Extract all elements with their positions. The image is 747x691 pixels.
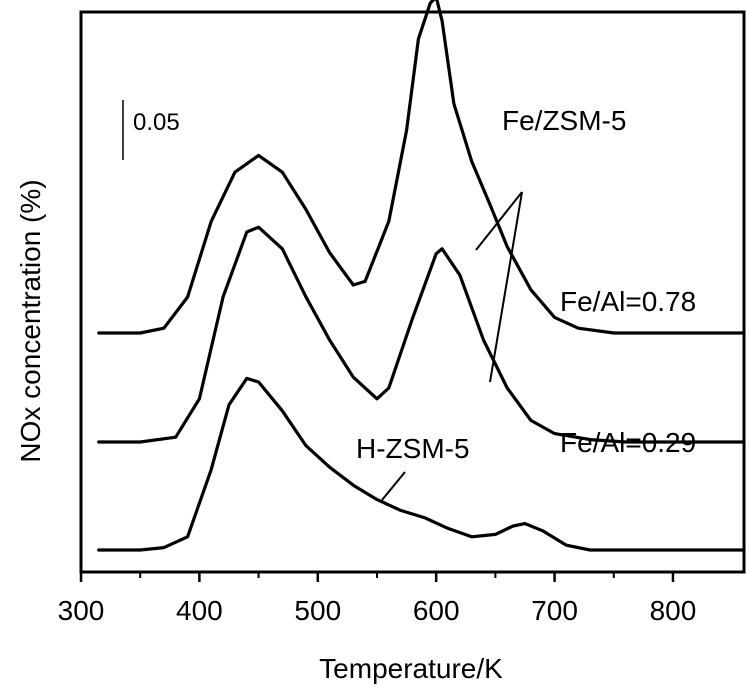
label-fe-al-078: Fe/Al=0.78 [560, 286, 696, 317]
annotation-h-zsm5-pointer [381, 471, 406, 501]
annotation-fe-zsm5: Fe/ZSM-5 [502, 105, 626, 136]
series-line-3 [97, 376, 746, 552]
x-tick-label: 300 [58, 595, 105, 626]
x-axis-label: Temperature/K [319, 653, 503, 684]
x-tick-label: 700 [531, 595, 578, 626]
x-tick-label: 600 [413, 595, 460, 626]
series-line-1 [97, 0, 746, 335]
scale-bar-label: 0.05 [133, 109, 180, 136]
x-tick-label: 400 [176, 595, 223, 626]
series-group [97, 0, 746, 552]
annotation-h-zsm5: H-ZSM-5 [356, 433, 470, 464]
x-axis: 300 400 500 600 700 800 [58, 572, 697, 626]
annotation-fe-zsm5-pointer-1 [475, 191, 523, 251]
label-fe-al-029: Fe/Al=0.29 [560, 427, 696, 458]
series-line-2 [97, 225, 746, 444]
x-tick-label: 800 [650, 595, 697, 626]
x-tick-label: 500 [294, 595, 341, 626]
y-axis-label: NOx concentration (%) [15, 179, 46, 462]
plot-frame [79, 10, 746, 574]
annotation-fe-zsm5-pointer-2 [489, 191, 523, 383]
